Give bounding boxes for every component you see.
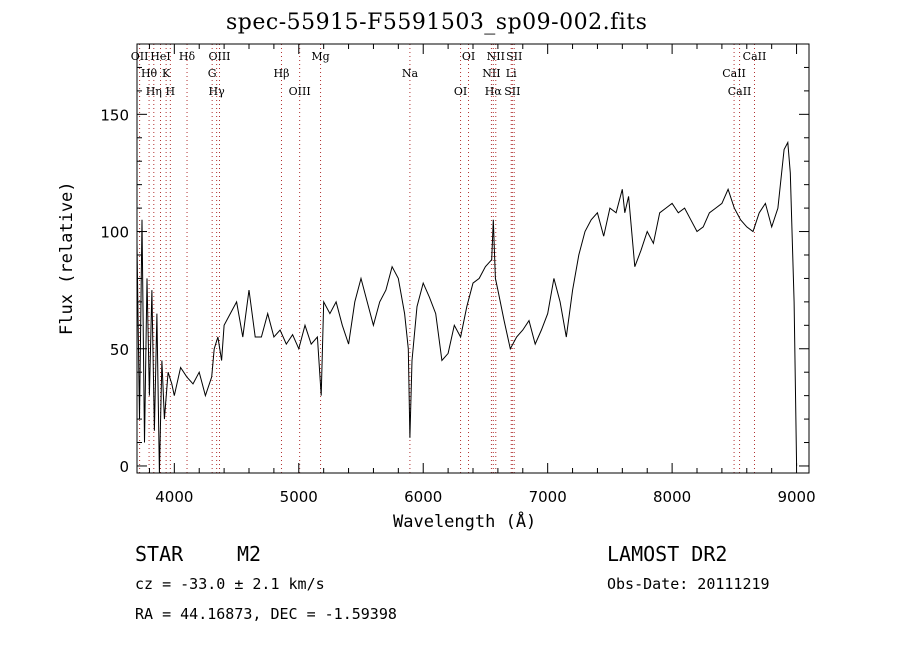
line-marker-label: CaII	[722, 67, 746, 80]
line-marker-label: Mg	[311, 50, 329, 63]
line-marker-label: OII	[131, 50, 149, 63]
spectrum-line	[136, 140, 798, 474]
star-subclass: M2	[237, 542, 262, 566]
line-marker-label: HeI	[150, 50, 170, 63]
line-marker-label: G	[208, 67, 217, 80]
x-axis-label: Wavelength (Å)	[393, 512, 537, 532]
y-tick-label: 150	[100, 106, 129, 124]
star-class: STAR	[135, 542, 184, 566]
observation-date: Obs-Date: 20111219	[607, 575, 770, 593]
y-tick-label: 0	[119, 458, 129, 476]
line-marker-label: Na	[402, 67, 419, 80]
line-marker-labels: OII Hθ Hη HeI KH Hδ G Hγ OIII Hβ OIII Mg Na OI OI NII Hα…	[131, 50, 767, 98]
x-tick-label: 8000	[653, 488, 691, 506]
x-tick-label: 5000	[280, 488, 318, 506]
line-marker-label: Hθ	[141, 67, 158, 80]
x-tick-label: 9000	[777, 488, 815, 506]
line-marker-layer	[139, 44, 755, 473]
axis-ticks	[137, 44, 809, 473]
line-marker-label: CaII	[743, 50, 767, 63]
redshift-cz: cz = -33.0 ± 2.1 km/s	[135, 575, 325, 593]
line-marker-label: OIII	[289, 85, 311, 98]
line-marker-label: SII	[506, 50, 522, 63]
line-marker-label: OI	[454, 85, 467, 98]
y-tick-label: 50	[110, 341, 129, 359]
line-marker-label: Hα	[485, 85, 503, 98]
y-axis-label: Flux (relative)	[57, 181, 77, 335]
survey-name: LAMOST DR2	[607, 542, 728, 566]
x-tick-label: 7000	[529, 488, 567, 506]
line-marker-label: Hγ	[209, 85, 226, 98]
chart-title: spec-55915-F5591503_sp09-002.fits	[226, 10, 648, 35]
line-marker-label: Hη	[146, 85, 162, 98]
ra-dec: RA = 44.16873, DEC = -1.59398	[135, 605, 397, 623]
x-tick-label: 4000	[155, 488, 193, 506]
axis-tick-labels: 4000 5000 6000 7000 8000 9000 0 50 100 150	[100, 106, 815, 506]
line-marker-label: NII	[487, 50, 505, 63]
line-marker-label: OI	[462, 50, 475, 63]
line-marker-label: H	[166, 85, 176, 98]
y-tick-label: 100	[100, 224, 129, 242]
x-tick-label: 6000	[404, 488, 442, 506]
line-marker-label: SII	[504, 85, 520, 98]
line-marker-label: Hδ	[179, 50, 196, 63]
line-marker-label: OIII	[208, 50, 230, 63]
line-marker-label: Hβ	[274, 67, 290, 80]
line-marker-label: CaII	[728, 85, 752, 98]
plot-frame	[136, 43, 810, 474]
line-marker-label: Li	[506, 67, 517, 80]
line-marker-label: K	[162, 67, 171, 80]
line-marker-label: NII	[482, 67, 500, 80]
